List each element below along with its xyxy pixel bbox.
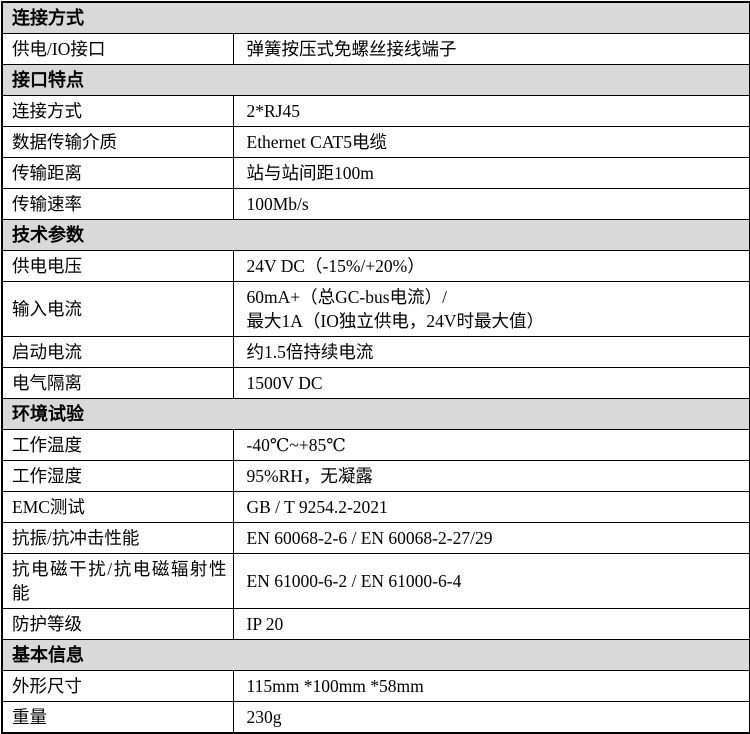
spec-row: 防护等级 IP 20 — [1, 608, 750, 640]
spec-label: 供电/IO接口 — [1, 33, 234, 65]
spec-value: 站与站间距100m — [232, 157, 750, 189]
spec-label: 电气隔离 — [1, 367, 234, 399]
spec-label: 数据传输介质 — [1, 126, 234, 158]
spec-value: 230g — [232, 701, 750, 734]
section-header-row: 接口特点 — [1, 64, 750, 96]
spec-row: 电气隔离 1500V DC — [1, 367, 750, 399]
spec-value: EN 61000-6-2 / EN 61000-6-4 — [232, 553, 750, 609]
spec-label: 工作温度 — [1, 429, 234, 461]
spec-row: 重量 230g — [1, 701, 750, 734]
section-header: 接口特点 — [1, 64, 750, 96]
spec-value: GB / T 9254.2-2021 — [232, 491, 750, 523]
spec-row: 抗电磁干扰/抗电磁辐射性能 EN 61000-6-2 / EN 61000-6-4 — [1, 553, 750, 609]
spec-value: 100Mb/s — [232, 188, 750, 220]
spec-label: 外形尺寸 — [1, 670, 234, 702]
spec-row: 外形尺寸 115mm *100mm *58mm — [1, 670, 750, 702]
spec-value: 弹簧按压式免螺丝接线端子 — [232, 33, 750, 65]
spec-row: EMC测试 GB / T 9254.2-2021 — [1, 491, 750, 523]
spec-value: -40℃~+85℃ — [232, 429, 750, 461]
spec-value: 60mA+（总GC-bus电流）/ 最大1A（IO独立供电，24V时最大值） — [232, 281, 750, 337]
section-header: 连接方式 — [1, 1, 750, 34]
spec-label: 抗振/抗冲击性能 — [1, 522, 234, 554]
spec-value: 95%RH，无凝露 — [232, 460, 750, 492]
spec-row: 输入电流 60mA+（总GC-bus电流）/ 最大1A（IO独立供电，24V时最大… — [1, 281, 750, 337]
spec-row: 启动电流 约1.5倍持续电流 — [1, 336, 750, 368]
spec-label: 抗电磁干扰/抗电磁辐射性能 — [1, 553, 234, 609]
spec-value: 约1.5倍持续电流 — [232, 336, 750, 368]
spec-row: 工作湿度 95%RH，无凝露 — [1, 460, 750, 492]
spec-row: 数据传输介质 Ethernet CAT5电缆 — [1, 126, 750, 158]
section-header: 环境试验 — [1, 398, 750, 430]
section-header-row: 基本信息 — [1, 639, 750, 671]
spec-label: 工作湿度 — [1, 460, 234, 492]
spec-value: IP 20 — [232, 608, 750, 640]
spec-value: 115mm *100mm *58mm — [232, 670, 750, 702]
spec-row: 供电电压 24V DC（-15%/+20%） — [1, 250, 750, 282]
spec-row: 传输距离 站与站间距100m — [1, 157, 750, 189]
spec-label: 供电电压 — [1, 250, 234, 282]
section-header-row: 技术参数 — [1, 219, 750, 251]
spec-label: 重量 — [1, 701, 234, 734]
spec-label: 启动电流 — [1, 336, 234, 368]
spec-row: 传输速率 100Mb/s — [1, 188, 750, 220]
spec-row: 连接方式 2*RJ45 — [1, 95, 750, 127]
spec-label: EMC测试 — [1, 491, 234, 523]
spec-row: 供电/IO接口 弹簧按压式免螺丝接线端子 — [1, 33, 750, 65]
spec-label: 连接方式 — [1, 95, 234, 127]
spec-label: 传输速率 — [1, 188, 234, 220]
section-header-row: 连接方式 — [1, 1, 750, 34]
spec-value: Ethernet CAT5电缆 — [232, 126, 750, 158]
spec-value: 24V DC（-15%/+20%） — [232, 250, 750, 282]
spec-value: 1500V DC — [232, 367, 750, 399]
section-header-row: 环境试验 — [1, 398, 750, 430]
spec-label: 传输距离 — [1, 157, 234, 189]
spec-label: 输入电流 — [1, 281, 234, 337]
spec-value: 2*RJ45 — [232, 95, 750, 127]
spec-row: 抗振/抗冲击性能 EN 60068-2-6 / EN 60068-2-27/29 — [1, 522, 750, 554]
section-header: 技术参数 — [1, 219, 750, 251]
spec-value: EN 60068-2-6 / EN 60068-2-27/29 — [232, 522, 750, 554]
spec-row: 工作温度 -40℃~+85℃ — [1, 429, 750, 461]
section-header: 基本信息 — [1, 639, 750, 671]
spec-label: 防护等级 — [1, 608, 234, 640]
